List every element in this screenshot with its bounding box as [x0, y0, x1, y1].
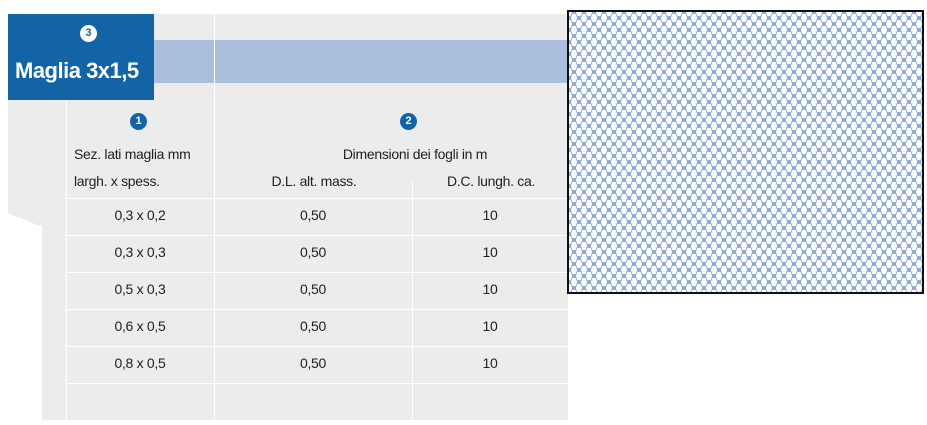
row-separator	[66, 309, 568, 310]
cell-length: 10	[482, 318, 498, 334]
column-1-badge: 1	[130, 113, 147, 130]
cell-section-size: 0,3 x 0,3	[114, 244, 166, 260]
cell-length: 10	[482, 281, 498, 297]
column-divider	[214, 14, 215, 420]
page-title: Maglia 3x1,5	[15, 58, 139, 83]
row-separator	[66, 235, 568, 236]
row-separator	[66, 383, 568, 384]
cell-length: 10	[482, 207, 498, 223]
cell-length: 10	[482, 244, 498, 260]
row-separator	[66, 272, 568, 273]
column-1-header-line2: largh. x spess.	[74, 173, 160, 189]
cell-max-height: 0,50	[299, 281, 327, 297]
row-separator	[66, 346, 568, 347]
cell-max-height: 0,50	[299, 207, 327, 223]
cell-max-height: 0,50	[299, 355, 327, 371]
cell-max-height: 0,50	[299, 318, 327, 334]
title-number-badge: 3	[80, 25, 97, 42]
cell-section-size: 0,6 x 0,5	[114, 318, 166, 334]
row-separator	[66, 198, 568, 199]
column-2-sub-header-length: D.C. lungh. ca.	[446, 173, 536, 189]
column-1-header-line1: Sez. lati maglia mm	[74, 146, 191, 162]
table-notch-diagonal	[8, 213, 42, 227]
column-2-group-header: Dimensioni dei fogli in m	[342, 146, 488, 162]
title-block: 3 Maglia 3x1,5	[8, 14, 154, 100]
cell-section-size: 0,3 x 0,2	[114, 207, 166, 223]
cell-section-size: 0,5 x 0,3	[114, 281, 166, 297]
cell-length: 10	[482, 355, 498, 371]
column-divider	[412, 180, 413, 420]
mesh-texture-image	[567, 10, 924, 294]
column-2-sub-header-height: D.L. alt. mass.	[271, 173, 357, 189]
column-2-badge: 2	[400, 113, 417, 130]
table-notch	[0, 225, 42, 425]
column-divider	[66, 100, 67, 420]
cell-section-size: 0,8 x 0,5	[114, 355, 166, 371]
cell-max-height: 0,50	[299, 244, 327, 260]
